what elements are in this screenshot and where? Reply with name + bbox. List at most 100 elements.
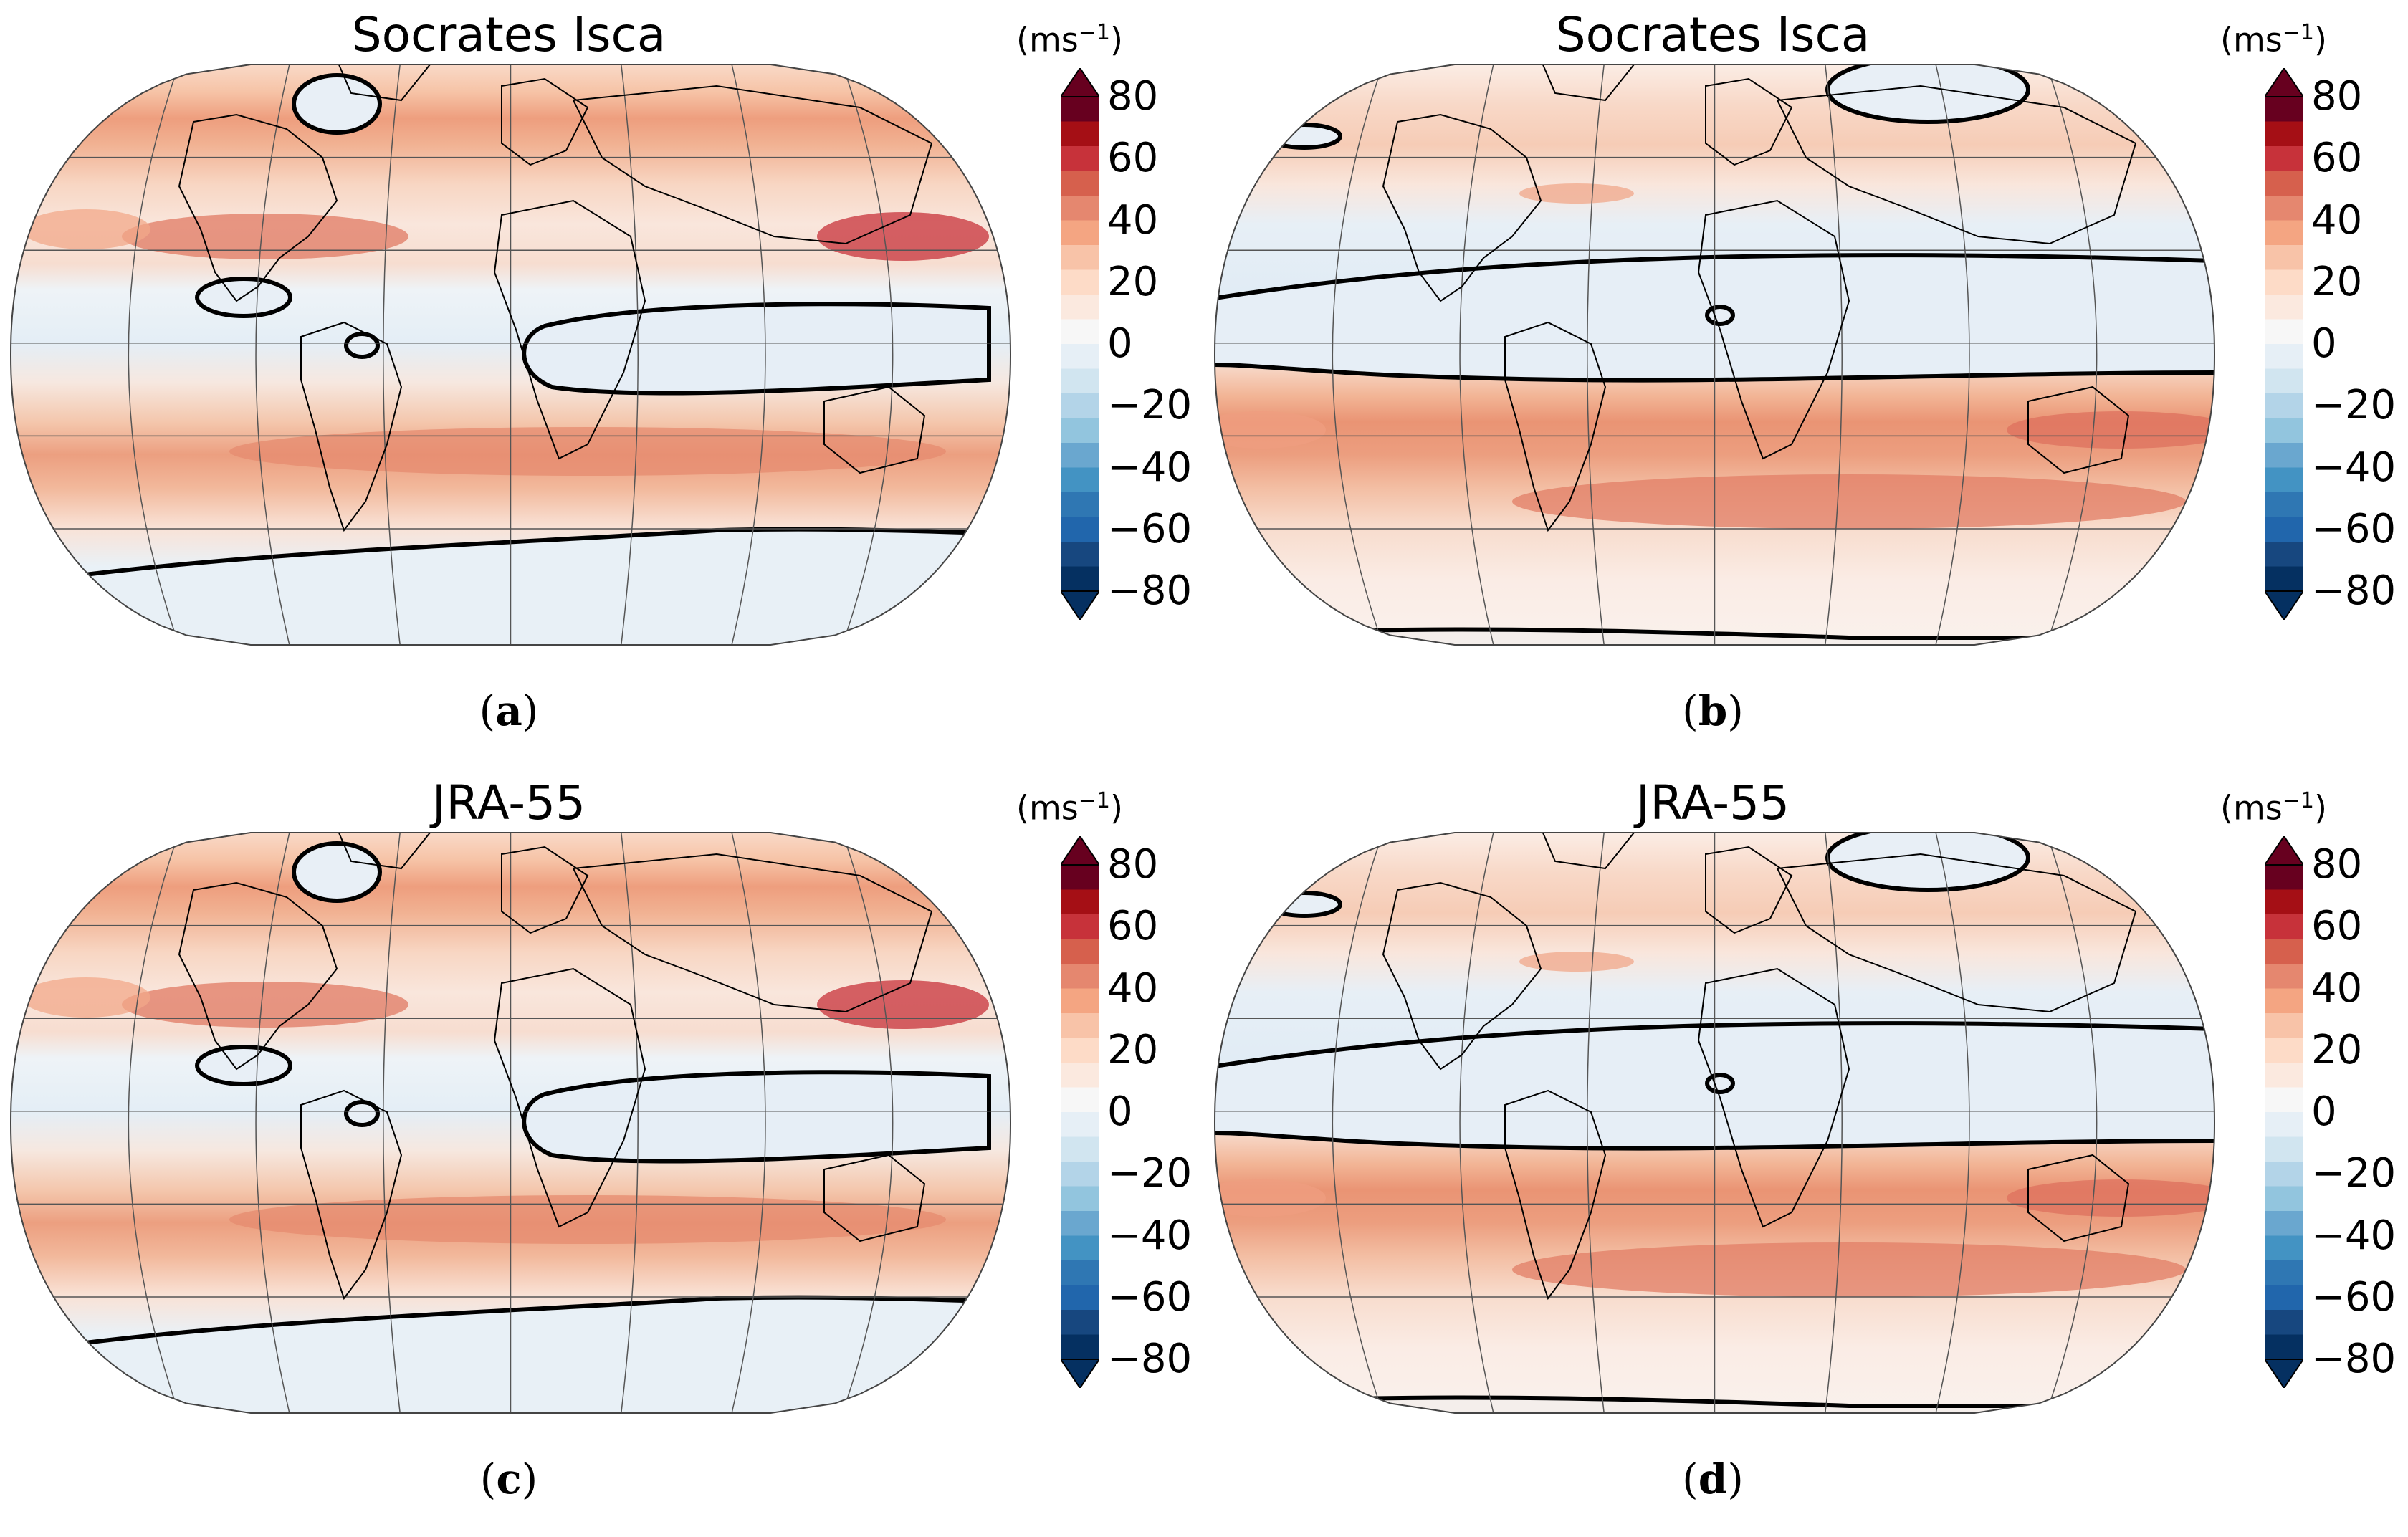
colorbar-segment bbox=[2265, 1334, 2303, 1360]
colorbar-tick-label: 60 bbox=[2311, 135, 2363, 182]
colorbar-segment bbox=[2265, 865, 2303, 890]
jet-maximum bbox=[1519, 952, 1634, 972]
colorbar-extend-max bbox=[2265, 836, 2303, 866]
colorbar-segment bbox=[1061, 269, 1099, 295]
colorbar-tick-label: 80 bbox=[1107, 841, 1159, 888]
colorbar-tick-label: 80 bbox=[1107, 73, 1159, 120]
colorbar-tick-label: 0 bbox=[2311, 320, 2337, 367]
colorbar-segment bbox=[2265, 1038, 2303, 1063]
jet-maximum bbox=[1215, 1179, 1326, 1217]
longitude-line bbox=[731, 833, 766, 1413]
colorbar-segment bbox=[1061, 393, 1099, 418]
colorbar-extend-max bbox=[2265, 68, 2303, 97]
longitude-line bbox=[1587, 833, 1605, 1413]
colorbar-segment bbox=[1061, 889, 1099, 915]
jet-maximum bbox=[229, 1195, 946, 1244]
jet-maximum bbox=[1519, 183, 1634, 204]
colorbar-tick-label: 0 bbox=[1107, 320, 1133, 367]
zero-contour-ring bbox=[292, 73, 382, 135]
colorbar-segment bbox=[2265, 97, 2303, 122]
colorbar-segment bbox=[1061, 542, 1099, 567]
longitude-line bbox=[1935, 833, 1970, 1413]
colorbar-segment bbox=[2265, 368, 2303, 394]
coastline bbox=[823, 1154, 926, 1242]
longitude-line bbox=[1825, 64, 1843, 645]
coastline bbox=[1382, 113, 1542, 302]
colorbar-segment bbox=[2265, 393, 2303, 418]
jet-maximum bbox=[22, 209, 150, 249]
colorbar-tick-label: 20 bbox=[2311, 1026, 2363, 1073]
easterly-region bbox=[522, 1070, 991, 1164]
colorbar bbox=[2265, 68, 2303, 620]
colorbar-segment bbox=[2265, 121, 2303, 147]
colorbar-tick-label: −80 bbox=[1107, 568, 1193, 614]
colorbar-tick-label: −40 bbox=[2311, 444, 2397, 491]
colorbar bbox=[1061, 68, 1099, 620]
colorbar-segment bbox=[1061, 196, 1099, 221]
colorbar-segment bbox=[2265, 1235, 2303, 1261]
colorbar-tick-label: 80 bbox=[2311, 73, 2363, 120]
colorbar-segment bbox=[1061, 988, 1099, 1014]
longitude-line bbox=[731, 64, 766, 645]
zero-contour-ring bbox=[1266, 891, 1342, 918]
colorbar-segment bbox=[2265, 1186, 2303, 1212]
zero-contour-ring bbox=[1266, 123, 1342, 150]
colorbar-segment bbox=[1061, 443, 1099, 468]
longitude-line bbox=[841, 64, 894, 645]
coastline bbox=[1776, 85, 2137, 245]
panel-caption: (d) bbox=[1682, 1455, 1744, 1503]
colorbar-tick-label: −80 bbox=[2311, 1336, 2397, 1382]
colorbar-segment bbox=[1061, 1310, 1099, 1335]
colorbar-segment bbox=[1061, 418, 1099, 444]
colorbar-extend-min bbox=[1061, 590, 1099, 620]
colorbar-segment bbox=[1061, 517, 1099, 542]
longitude-line bbox=[1332, 64, 1384, 645]
wind-map-c bbox=[9, 832, 1012, 1414]
colorbar-segment bbox=[2265, 1211, 2303, 1236]
colorbar-segment bbox=[2265, 1260, 2303, 1285]
colorbar-segment bbox=[1061, 1063, 1099, 1088]
colorbar-segment bbox=[2265, 146, 2303, 171]
colorbar-tick-label: −40 bbox=[2311, 1212, 2397, 1259]
panel-title: Socrates Isca bbox=[1555, 7, 1870, 62]
coastline bbox=[2027, 1154, 2130, 1242]
colorbar-segment bbox=[1061, 1186, 1099, 1212]
colorbar-segment bbox=[2265, 467, 2303, 493]
colorbar-segment bbox=[1061, 1038, 1099, 1063]
panel-caption: (b) bbox=[1682, 686, 1744, 735]
easterly-region bbox=[522, 302, 991, 396]
jet-maximum bbox=[2007, 1179, 2214, 1217]
colorbar-segment bbox=[1061, 1162, 1099, 1187]
colorbar-tick-label: −60 bbox=[2311, 1273, 2397, 1321]
colorbar-segment bbox=[1061, 245, 1099, 270]
colorbar bbox=[2265, 836, 2303, 1388]
map-border bbox=[1213, 832, 2216, 1414]
colorbar-tick-label: 60 bbox=[1107, 135, 1159, 182]
colorbar-segment bbox=[1061, 1235, 1099, 1261]
colorbar-tick-label: 0 bbox=[2311, 1088, 2337, 1135]
colorbar-segment bbox=[1061, 1013, 1099, 1038]
coastline bbox=[1705, 846, 1793, 934]
zero-contour-ring bbox=[292, 841, 382, 903]
colorbar-segment bbox=[2265, 889, 2303, 915]
jet-maximum bbox=[122, 982, 408, 1028]
panel-title: Socrates Isca bbox=[351, 7, 666, 62]
zero-contour-ring bbox=[195, 277, 292, 318]
colorbar-segment bbox=[2265, 1162, 2303, 1187]
colorbar-tick-label: 20 bbox=[1107, 258, 1159, 305]
colorbar-segment bbox=[2265, 269, 2303, 295]
colorbar-segment bbox=[1061, 1087, 1099, 1113]
jet-maximum bbox=[229, 427, 946, 476]
longitude-line bbox=[841, 833, 894, 1413]
coastline bbox=[1705, 77, 1793, 166]
colorbar-segment bbox=[1061, 1260, 1099, 1285]
colorbar-unit: (ms−1) bbox=[2220, 20, 2327, 59]
coastline bbox=[1776, 853, 2137, 1013]
jet-maximum bbox=[1215, 411, 1326, 449]
colorbar-segment bbox=[1061, 171, 1099, 196]
colorbar-tick-label: −60 bbox=[1107, 505, 1193, 552]
colorbar-segment bbox=[1061, 865, 1099, 890]
colorbar-segment bbox=[1061, 914, 1099, 939]
colorbar-extend-max bbox=[1061, 68, 1099, 97]
coastline bbox=[1697, 199, 1850, 460]
